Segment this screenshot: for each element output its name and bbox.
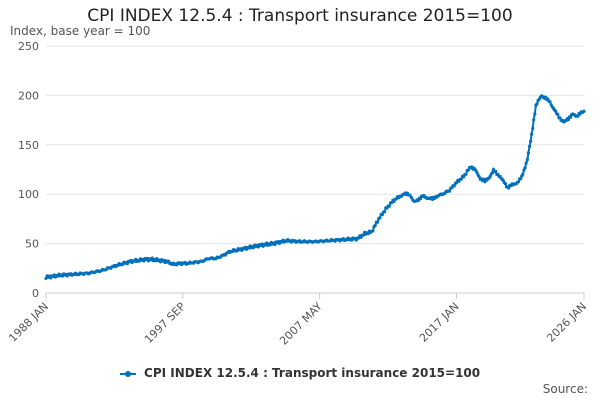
data-point[interactable] (525, 158, 530, 162)
data-point[interactable] (530, 132, 534, 136)
data-point[interactable] (523, 166, 527, 170)
data-point[interactable] (516, 180, 521, 184)
data-point[interactable] (167, 259, 171, 263)
data-point[interactable] (494, 169, 498, 173)
data-point[interactable] (488, 174, 492, 178)
data-point[interactable] (373, 223, 377, 228)
grid-lines (46, 45, 584, 294)
data-point[interactable] (477, 175, 481, 179)
x-tick-label: 1988 JAN (6, 300, 51, 345)
source-label: Source: (542, 382, 588, 396)
data-point[interactable] (409, 195, 413, 199)
data-point[interactable] (466, 168, 470, 172)
data-point[interactable] (554, 109, 558, 113)
data-point[interactable] (475, 171, 479, 175)
data-point[interactable] (452, 184, 456, 188)
x-tick-label: 2026 JAN (544, 300, 589, 345)
data-point[interactable] (447, 189, 452, 193)
data-point[interactable] (531, 126, 535, 131)
y-tick-label: 150 (18, 139, 39, 152)
data-point[interactable] (44, 276, 48, 280)
y-tick-label: 100 (18, 188, 39, 201)
data-point[interactable] (529, 139, 533, 143)
data-point[interactable] (378, 216, 382, 220)
data-point[interactable] (366, 232, 370, 236)
data-point[interactable] (569, 115, 573, 119)
data-point[interactable] (375, 220, 380, 224)
y-tick-label: 200 (18, 89, 39, 102)
data-point[interactable] (527, 144, 532, 149)
y-tick-label: 250 (18, 40, 39, 53)
data-point[interactable] (252, 246, 256, 250)
data-point[interactable] (558, 116, 562, 120)
data-point[interactable] (533, 112, 537, 116)
data-point[interactable] (507, 186, 511, 190)
series-layer (44, 94, 586, 280)
data-point[interactable] (519, 177, 523, 181)
data-point[interactable] (503, 182, 507, 186)
x-tick-label: 1997 SEP (142, 300, 188, 346)
y-axis-label: Index, base year = 100 (10, 24, 151, 38)
data-point[interactable] (371, 229, 375, 233)
data-point[interactable] (556, 112, 560, 116)
data-point[interactable] (548, 100, 552, 104)
series-line (45, 94, 585, 280)
data-point[interactable] (408, 193, 412, 197)
data-point[interactable] (464, 172, 468, 176)
data-point[interactable] (524, 161, 528, 165)
legend[interactable]: CPI INDEX 12.5.4 : Transport insurance 2… (0, 366, 600, 380)
x-tick-label: 2017 JAN (417, 300, 462, 345)
y-tick-label: 0 (32, 287, 39, 300)
legend-label: CPI INDEX 12.5.4 : Transport insurance 2… (144, 366, 481, 380)
data-point[interactable] (142, 259, 146, 263)
data-point[interactable] (150, 256, 154, 260)
data-point[interactable] (383, 210, 387, 214)
data-point[interactable] (273, 242, 277, 246)
legend-line-icon (119, 369, 136, 379)
x-tick-label: 2007 MAY (277, 300, 325, 348)
data-point[interactable] (418, 197, 423, 201)
data-point[interactable] (521, 172, 525, 176)
data-point[interactable] (526, 151, 531, 155)
data-point[interactable] (576, 114, 580, 118)
data-point[interactable] (459, 177, 463, 181)
data-point[interactable] (535, 102, 539, 106)
chart-title: CPI INDEX 12.5.4 : Transport insurance 2… (87, 6, 513, 26)
data-point[interactable] (566, 118, 571, 122)
y-tick-label: 50 (25, 238, 39, 251)
data-point[interactable] (387, 204, 391, 208)
data-point[interactable] (582, 109, 586, 113)
data-point[interactable] (380, 213, 384, 217)
data-point[interactable] (532, 118, 536, 122)
